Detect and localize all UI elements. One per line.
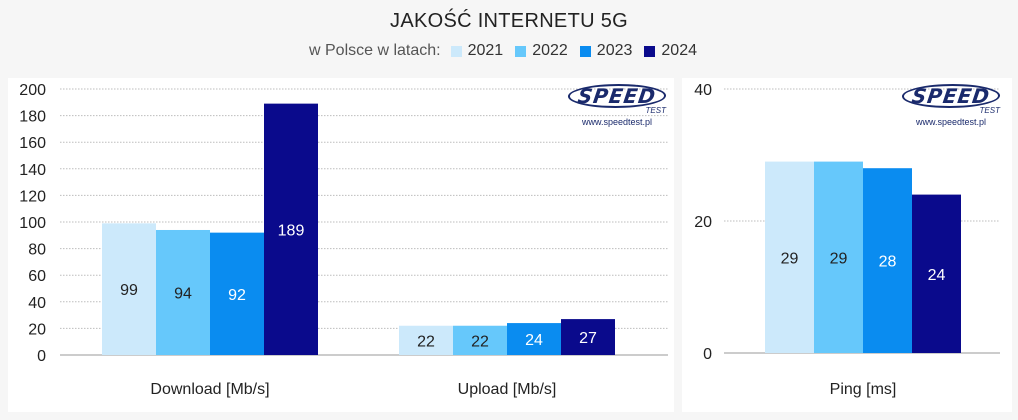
y-tick-label: 120 [19, 188, 46, 205]
speedtest-logo-mark: SPEED [566, 84, 668, 108]
data-label: 29 [781, 250, 799, 267]
y-tick-label: 140 [19, 162, 46, 179]
speedtest-url: www.speedtest.pl [581, 117, 653, 127]
chart-panel-main: 200 180 160 140 120 100 80 60 40 20 0 99 94 92 189 Down… [8, 78, 674, 412]
data-label: 22 [417, 333, 435, 350]
speedtest-logo-mark: SPEED [900, 84, 1002, 108]
category-label: Download [Mb/s] [150, 381, 269, 398]
legend-item-2023: 2023 [579, 42, 633, 60]
data-label: 29 [830, 250, 848, 267]
bar-2024 [561, 319, 615, 355]
bar-2022 [156, 229, 210, 355]
data-label: 94 [174, 285, 192, 302]
legend-swatch [579, 45, 591, 57]
legend-item-2021: 2021 [450, 42, 504, 60]
legend-item-2024: 2024 [644, 42, 697, 60]
chart-title: JAKOŚĆ INTERNETU 5G [390, 10, 628, 32]
bar-2024 [264, 103, 318, 355]
y-tick-label: 20 [694, 214, 712, 231]
y-tick-label: 180 [19, 109, 46, 126]
bar-2023 [210, 232, 264, 355]
y-tick-label: 100 [19, 215, 46, 232]
speedtest-logo-sub: TEST [645, 106, 666, 115]
data-label: 24 [928, 267, 946, 284]
bar-2024 [912, 194, 961, 353]
y-tick-label: 160 [19, 135, 46, 152]
chart-ping-svg: 40 20 0 29 29 28 24 Ping [ms] [694, 82, 1000, 398]
speedtest-logo: SPEED TEST www.speedtest.pl [566, 84, 668, 127]
legend-label: 2022 [532, 42, 568, 59]
data-label: 22 [471, 333, 489, 350]
y-tick-label: 0 [703, 346, 712, 363]
y-tick-label: 20 [28, 321, 46, 338]
y-tick-label: 60 [28, 268, 46, 285]
legend-label: 2024 [661, 42, 697, 59]
chart-panel-ping: 40 20 0 29 29 28 24 Ping [ms] SPEED TEST www.sp… [682, 78, 1012, 412]
y-tick-label: 0 [37, 348, 46, 365]
bar-2023 [863, 168, 912, 353]
bar-2022 [814, 161, 863, 353]
data-label: 28 [879, 254, 897, 271]
category-label: Upload [Mb/s] [458, 381, 557, 398]
bar-2022 [453, 325, 507, 355]
data-label: 24 [525, 332, 543, 349]
y-tick-label: 40 [28, 295, 46, 312]
speedtest-logo-sub: TEST [979, 106, 1000, 115]
data-label: 189 [278, 222, 305, 239]
y-tick-label: 40 [694, 82, 712, 99]
legend-label: 2023 [596, 42, 633, 59]
data-label: 27 [579, 330, 597, 347]
legend-item-2022: 2022 [515, 42, 568, 60]
bar-2021 [102, 223, 156, 355]
data-label: 99 [120, 282, 138, 299]
speedtest-logo: SPEED TEST www.speedtest.pl [900, 84, 1002, 127]
legend-label: 2021 [467, 42, 504, 59]
speedtest-url: www.speedtest.pl [915, 117, 987, 127]
bar-2021 [399, 325, 453, 355]
legend-lead: w Polsce w latach: [309, 42, 441, 59]
legend-swatch [515, 45, 527, 57]
legend-swatch [450, 45, 462, 57]
legend: w Polsce w latach: 2021 2022 2023 2024 [0, 42, 1018, 60]
bar-2023 [507, 323, 561, 355]
data-label: 92 [228, 287, 246, 304]
y-tick-label: 80 [28, 242, 46, 259]
legend-swatch [644, 45, 656, 57]
bar-2021 [765, 161, 814, 353]
y-tick-label: 200 [19, 82, 46, 99]
category-label: Ping [ms] [830, 381, 897, 398]
